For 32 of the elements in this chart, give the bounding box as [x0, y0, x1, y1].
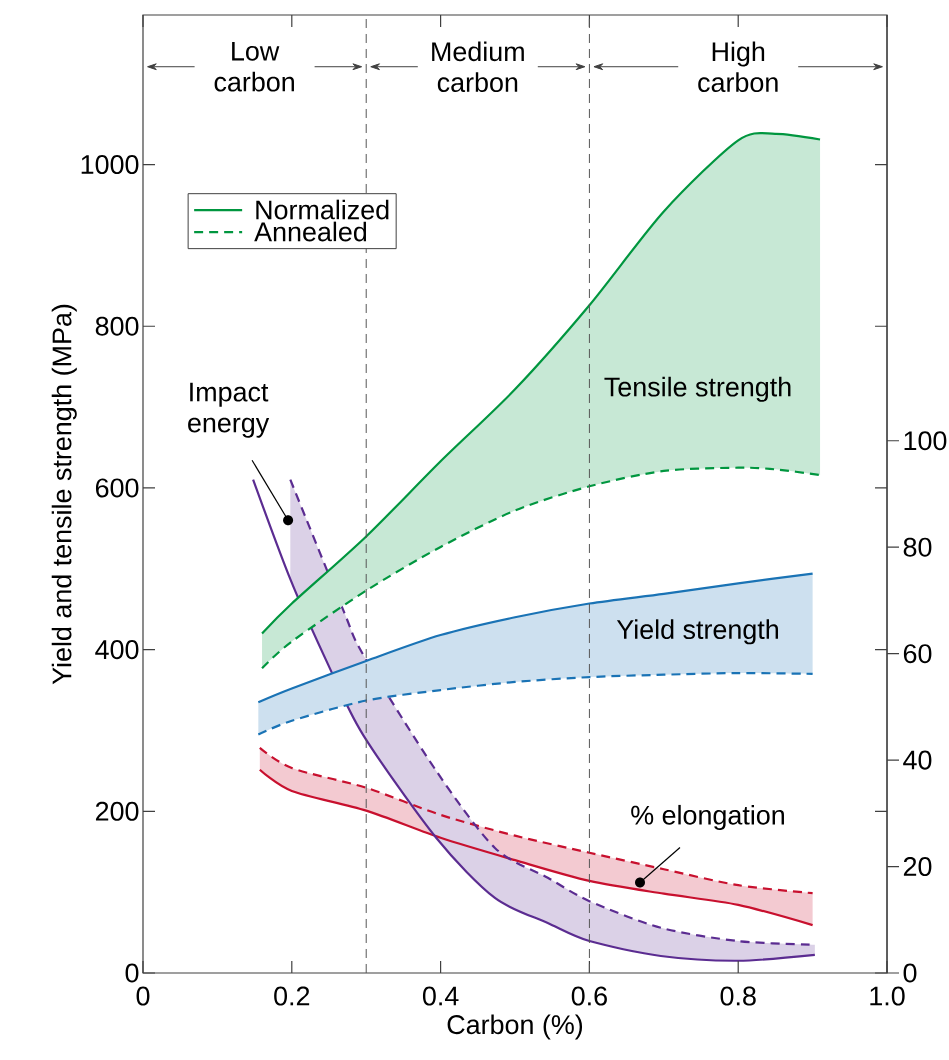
y2-tick-label: 0: [903, 963, 917, 983]
legend-label: Normalized: [256, 199, 389, 220]
annotation: Tensile strength: [604, 376, 791, 402]
y2-tick-label: 40: [903, 750, 932, 770]
annotation: % elongation: [631, 804, 784, 830]
annotation: Low carbon: [214, 41, 294, 92]
annotation: Yield strength: [616, 619, 778, 645]
y-tick-label: 400: [95, 640, 139, 660]
x-tick-label: 0.4: [422, 986, 459, 1006]
y2-tick-label: 80: [903, 537, 932, 557]
line-series: [257, 572, 814, 704]
x-tick-label: 0.6: [571, 986, 607, 1006]
x-axis-title: Carbon (%): [447, 1014, 583, 1040]
x-tick-label: 0.2: [274, 986, 310, 1006]
y-tick-label: 0: [125, 963, 139, 983]
annotation: High carbon: [698, 41, 778, 93]
annotation: Impact energy: [188, 382, 270, 438]
y2-tick-label: 100: [904, 431, 947, 451]
annotation: Medium carbon: [432, 41, 524, 93]
y2-tick-label: 20: [903, 857, 932, 877]
y-tick-label: 1000: [81, 155, 139, 175]
x-tick-label: 0.8: [720, 986, 756, 1006]
y-tick-label: 600: [95, 478, 139, 498]
x-tick-label: 1.0: [870, 986, 905, 1006]
line-series: [258, 746, 814, 895]
y-axis-title: Yield and tensile strength (MPa): [51, 304, 77, 685]
y-tick-label: 200: [95, 801, 139, 821]
legend-label: Annealed: [254, 221, 367, 242]
line-series: [260, 466, 822, 670]
line-series: [257, 671, 814, 736]
y2-tick-label: 60: [903, 644, 932, 664]
y-tick-label: 800: [95, 316, 139, 336]
